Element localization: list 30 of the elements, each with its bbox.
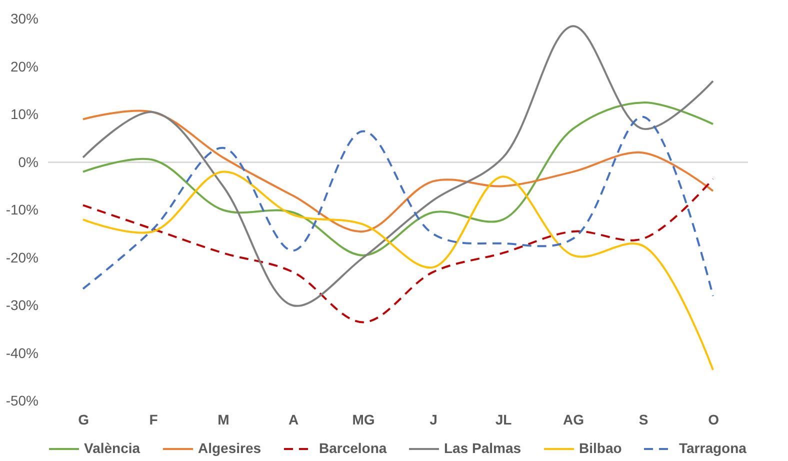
x-tick-label: J: [430, 412, 438, 428]
y-tick-label: -30%: [6, 297, 38, 313]
x-tick-label: A: [288, 412, 299, 428]
y-tick-label: 10%: [10, 106, 38, 122]
legend-label: Las Palmas: [444, 440, 522, 456]
legend-label: Barcelona: [319, 440, 387, 456]
x-tick-label: JL: [495, 412, 512, 428]
y-tick-label: -10%: [6, 202, 38, 218]
line-series: [82, 102, 714, 256]
x-tick-label: S: [638, 412, 648, 428]
y-tick-label: 30%: [10, 10, 38, 26]
y-tick-label: -40%: [6, 344, 38, 361]
line-series: [82, 170, 714, 371]
x-tick-label: M: [218, 412, 230, 428]
line-series: [82, 25, 714, 307]
x-tick-label: AG: [563, 412, 584, 428]
y-tick-label: -50%: [6, 392, 38, 408]
line-series: [82, 178, 714, 324]
y-tick-label: -20%: [6, 249, 38, 266]
x-tick-label: G: [78, 412, 90, 428]
legend-label: Bilbao: [579, 440, 622, 456]
x-tick-label: O: [708, 412, 720, 428]
legend-label: Algesires: [198, 440, 262, 456]
line-series: [82, 116, 714, 297]
x-tick-label: MG: [352, 412, 375, 428]
y-tick-label: 20%: [10, 58, 38, 74]
x-tick-label: F: [149, 412, 158, 428]
legend-label: Tarragona: [679, 440, 747, 456]
legend-label: València: [84, 440, 140, 456]
y-tick-label: 0%: [18, 154, 38, 170]
